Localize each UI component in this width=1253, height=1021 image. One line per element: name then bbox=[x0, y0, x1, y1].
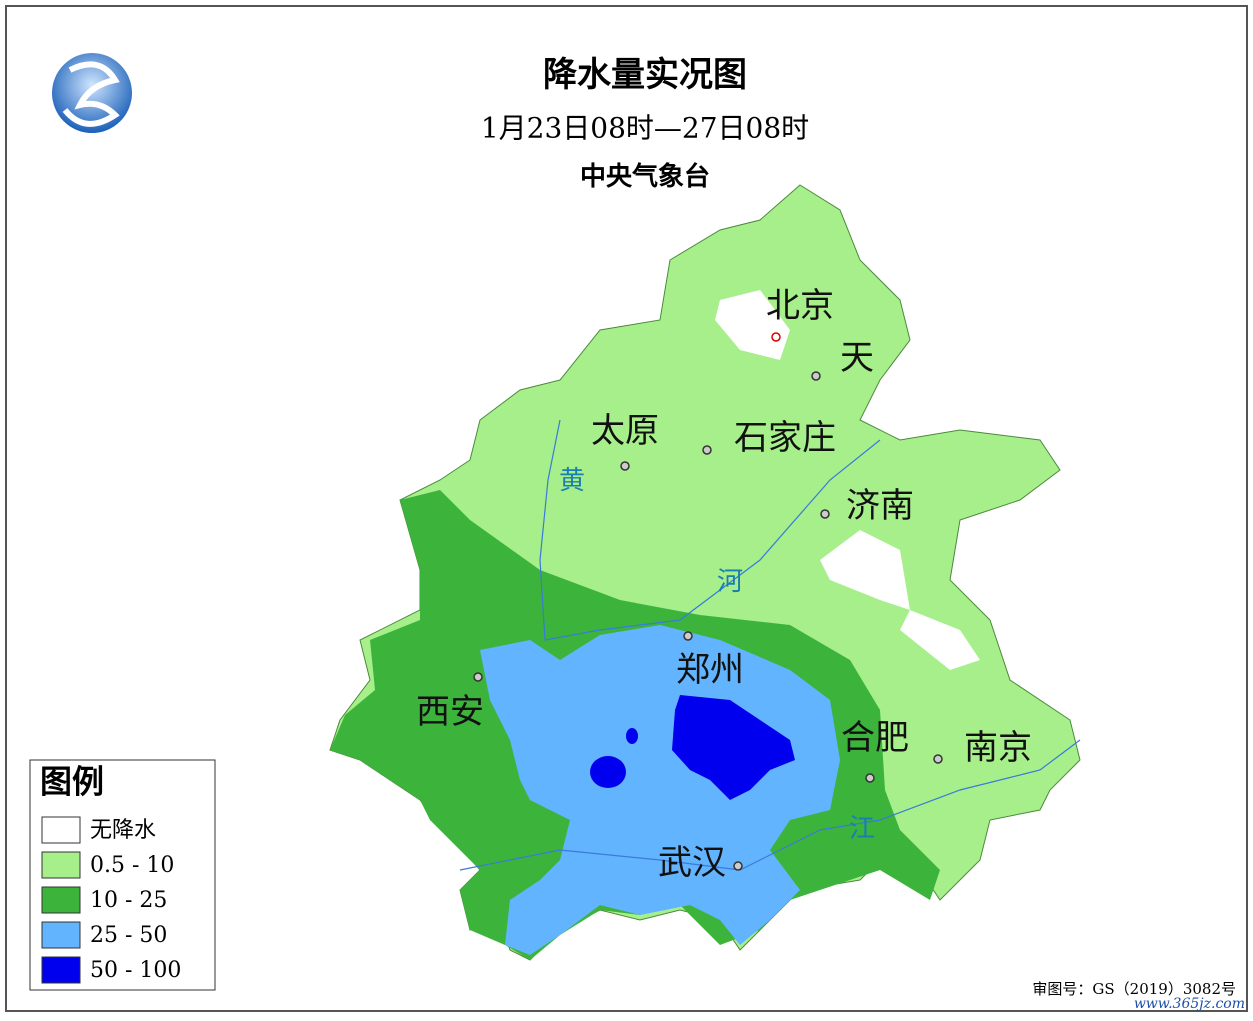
city-dot bbox=[771, 332, 781, 342]
city-label: 天 bbox=[840, 338, 874, 378]
legend-swatch bbox=[41, 851, 81, 879]
watermark: www.365jz.com bbox=[1134, 996, 1245, 1012]
title: 降水量实况图 bbox=[543, 55, 747, 95]
city-label: 郑州 bbox=[676, 650, 744, 690]
river-label: 河 bbox=[717, 567, 743, 597]
precipitation-map bbox=[329, 184, 1081, 961]
city-label: 石家庄 bbox=[734, 418, 836, 458]
region-dark-blue bbox=[590, 756, 626, 788]
legend-swatch bbox=[41, 886, 81, 914]
legend-title: 图例 bbox=[40, 763, 104, 801]
city-label: 南京 bbox=[964, 728, 1032, 768]
city-dot bbox=[811, 371, 821, 381]
city-dot bbox=[733, 861, 743, 871]
city-label: 济南 bbox=[846, 486, 914, 526]
region-no-rain bbox=[820, 530, 910, 610]
legend-swatch bbox=[41, 816, 81, 844]
city-dot bbox=[683, 631, 693, 641]
river-label: 江 bbox=[849, 814, 875, 844]
legend: 图例 无降水 0.5 - 10 10 - 25 25 - 50 50 - 100 bbox=[29, 759, 216, 991]
city-dot bbox=[865, 773, 875, 783]
subtitle: 1月23日08时—27日08时 bbox=[481, 112, 809, 145]
legend-label: 无降水 bbox=[90, 818, 156, 843]
legend-swatch bbox=[41, 956, 81, 984]
region-dark-blue bbox=[672, 695, 795, 800]
city-dot bbox=[620, 461, 630, 471]
city-dot bbox=[473, 672, 483, 682]
legend-label: 50 - 100 bbox=[90, 958, 181, 983]
region-blue bbox=[480, 625, 840, 955]
legend-label: 10 - 25 bbox=[90, 888, 167, 913]
city-label: 太原 bbox=[591, 411, 659, 451]
river bbox=[459, 739, 1081, 871]
city-dot bbox=[933, 754, 943, 764]
city-dot bbox=[820, 509, 830, 519]
approval-number: 审图号：GS（2019）3082号 bbox=[1032, 980, 1236, 998]
city-dot bbox=[702, 445, 712, 455]
city-label: 合肥 bbox=[841, 718, 909, 758]
region-dark-blue bbox=[626, 728, 638, 744]
city-label: 北京 bbox=[766, 286, 834, 326]
logo bbox=[52, 53, 132, 133]
legend-label: 0.5 - 10 bbox=[90, 853, 174, 878]
region-no-rain bbox=[900, 610, 980, 670]
city-label: 西安 bbox=[416, 692, 484, 732]
river-label: 黄 bbox=[559, 466, 585, 496]
legend-label: 25 - 50 bbox=[90, 923, 167, 948]
legend-swatch bbox=[41, 921, 81, 949]
source: 中央气象台 bbox=[580, 161, 710, 192]
region-no-rain bbox=[715, 290, 790, 360]
labels: 降水量实况图 1月23日08时—27日08时 中央气象台 bbox=[481, 55, 809, 192]
city-label: 武汉 bbox=[658, 843, 726, 883]
river bbox=[539, 419, 881, 641]
